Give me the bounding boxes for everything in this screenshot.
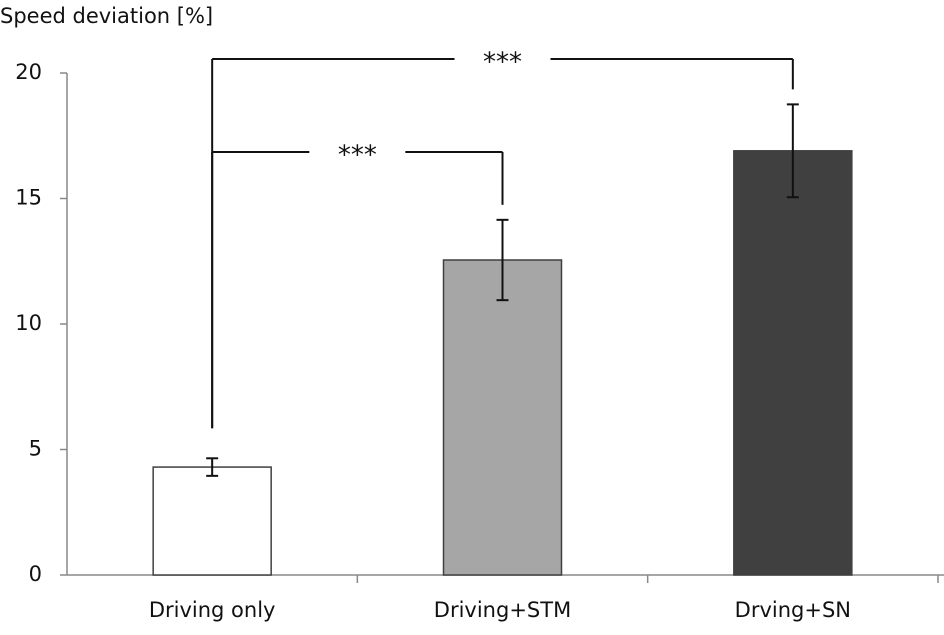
significance-label: *** — [338, 141, 377, 171]
bar — [442, 259, 563, 576]
error-bar — [206, 457, 219, 477]
x-tick-label: Drving+SN — [735, 598, 851, 622]
y-tick-label: 5 — [29, 437, 42, 461]
error-bar — [496, 218, 509, 302]
significance-label: *** — [483, 48, 522, 78]
x-tick-label: Driving only — [149, 598, 276, 622]
bar — [152, 466, 272, 576]
y-tick-label: 10 — [15, 311, 42, 335]
x-tick-label: Driving+STM — [434, 598, 571, 622]
y-tick-label: 15 — [15, 186, 42, 210]
y-tick-label: 20 — [15, 60, 42, 84]
y-tick-label: 0 — [29, 562, 42, 586]
error-bar — [786, 103, 799, 199]
bar — [733, 150, 853, 576]
y-axis-label: Speed deviation [%] — [0, 4, 213, 28]
